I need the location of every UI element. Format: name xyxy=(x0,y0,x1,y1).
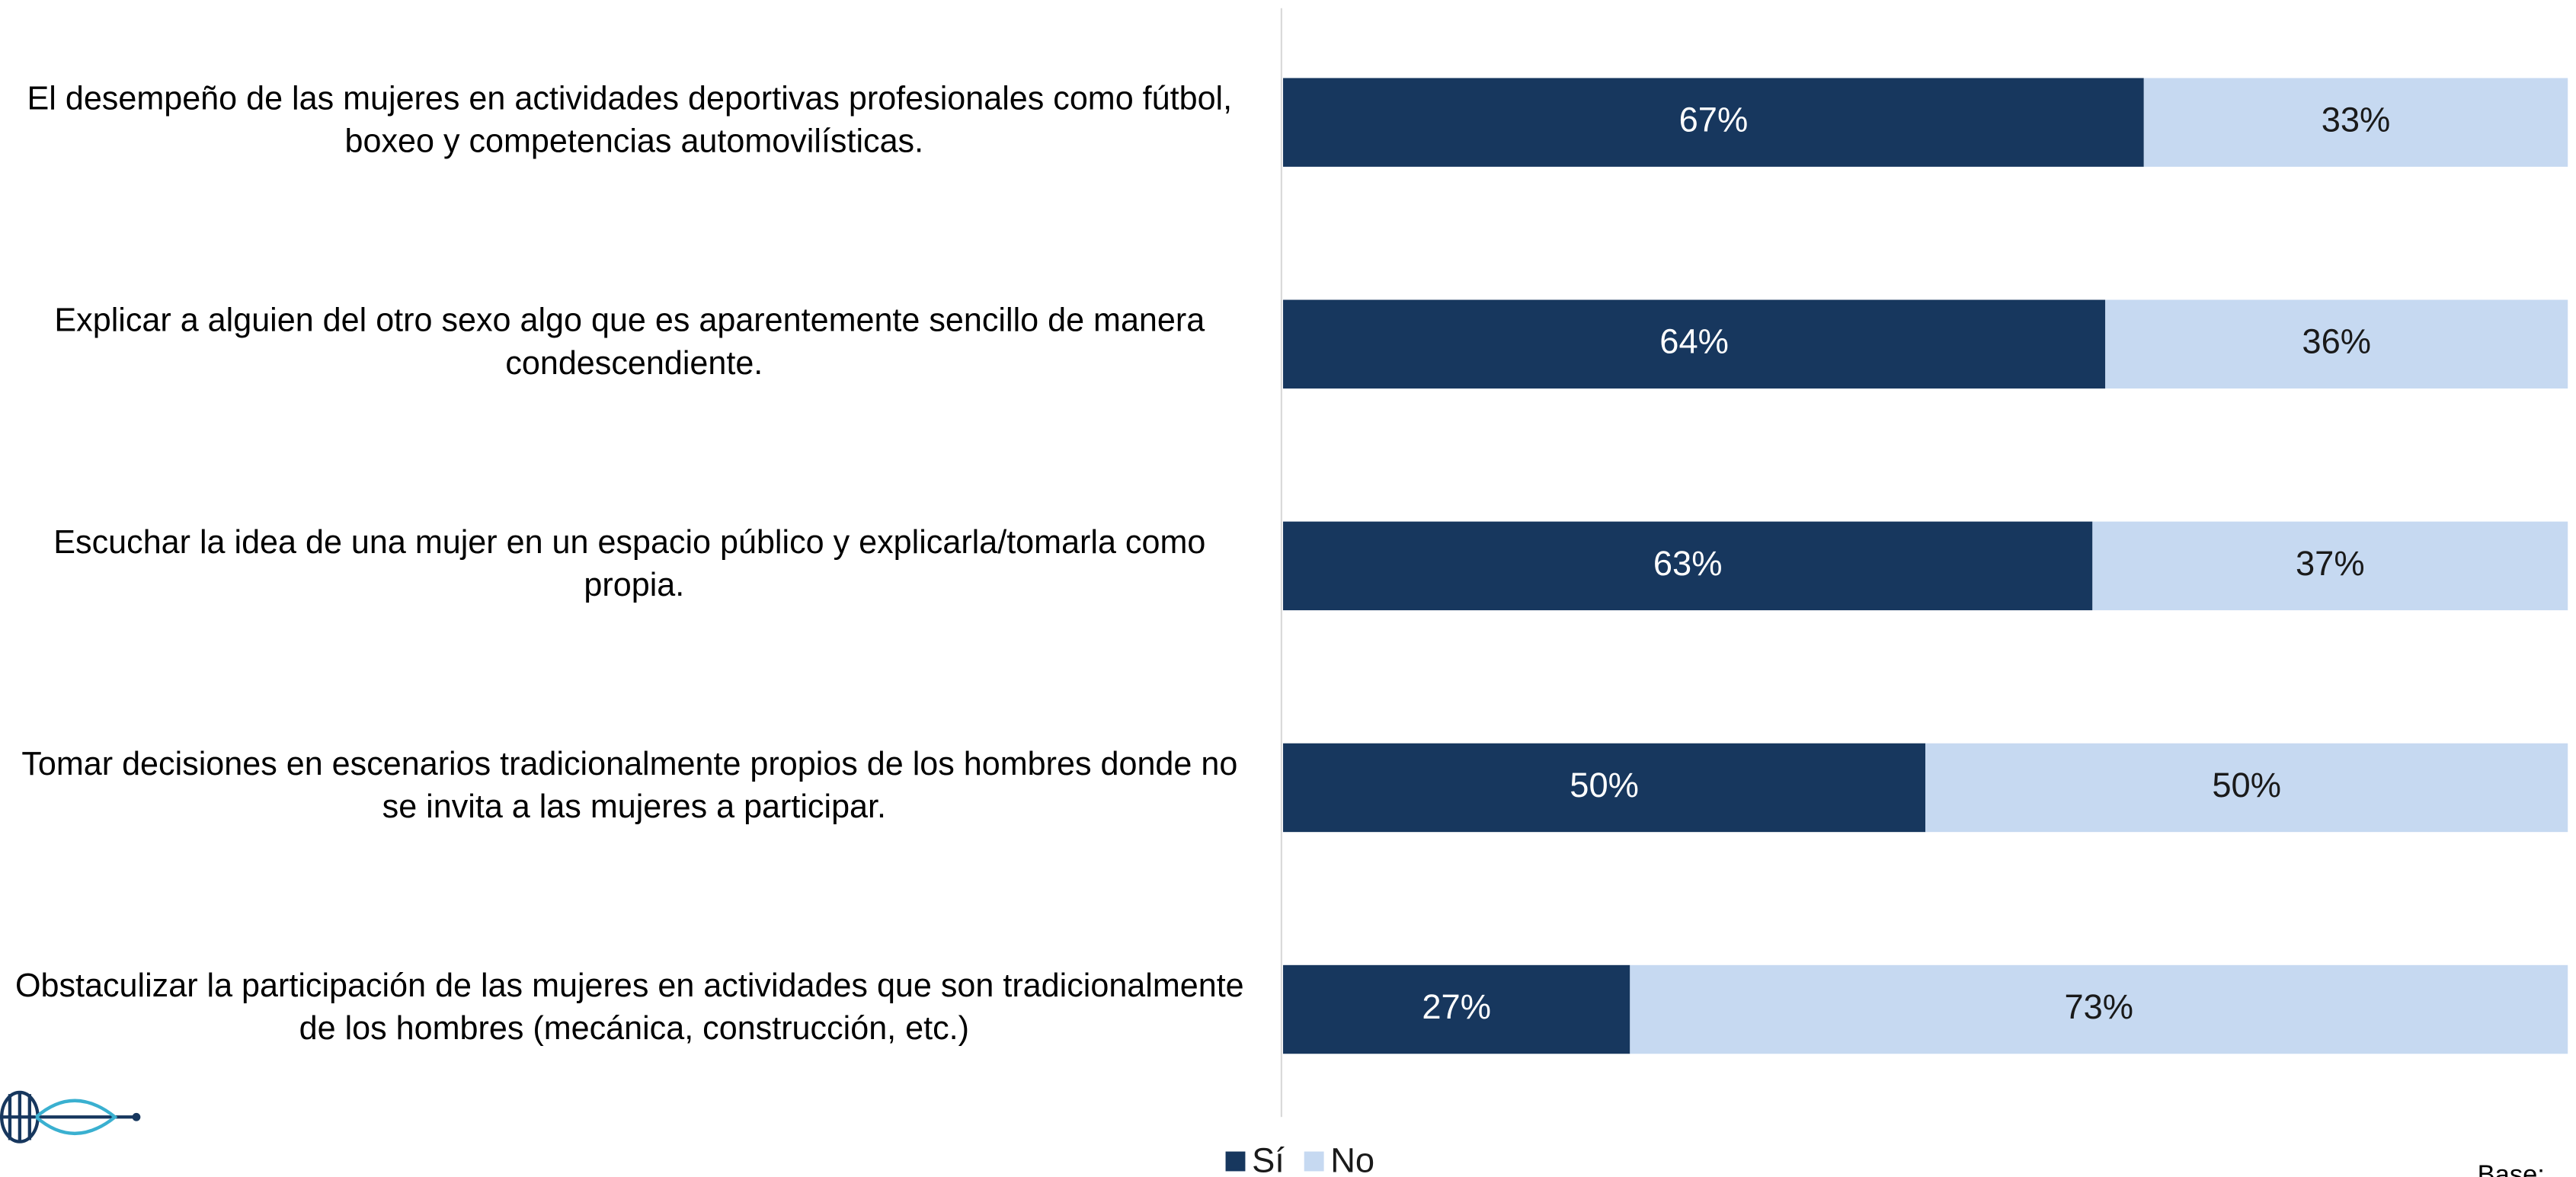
bar-segment xyxy=(2105,299,2568,389)
data-label: 67% xyxy=(1679,101,1749,139)
category-label: El desempeño de las mujeres en actividad… xyxy=(27,81,1242,160)
category-label: Explicar a alguien del otro sexo algo qu… xyxy=(54,302,1214,382)
data-label: 33% xyxy=(2322,101,2391,139)
data-label: 36% xyxy=(2302,322,2371,361)
footnote: Base: xyxy=(2478,1160,2545,1177)
bar-segment xyxy=(1630,964,2568,1054)
legend-label: No xyxy=(1330,1141,1374,1177)
bar-segment xyxy=(1283,964,1630,1054)
category-label: Escuchar la idea de una mujer en un espa… xyxy=(53,524,1214,603)
data-label: 37% xyxy=(2296,544,2365,583)
data-label: 64% xyxy=(1659,322,1729,361)
data-label: 50% xyxy=(2212,766,2281,804)
data-label: 63% xyxy=(1653,544,1723,583)
bar-segment xyxy=(2092,521,2568,611)
bar-segment xyxy=(1283,743,1926,833)
bar-segment xyxy=(1925,743,2568,833)
logo xyxy=(0,1090,141,1143)
legend-swatch xyxy=(1225,1151,1246,1172)
bar-segment xyxy=(1283,299,2106,389)
data-label: 73% xyxy=(2064,987,2133,1026)
bar-segment xyxy=(1283,78,2144,167)
legend-swatch xyxy=(1304,1151,1324,1172)
data-label: 27% xyxy=(1422,987,1491,1026)
data-label: 50% xyxy=(1570,766,1639,804)
bar-segment xyxy=(1283,521,2093,611)
bar-segment xyxy=(2143,78,2568,167)
category-label: Tomar decisiones en escenarios tradicion… xyxy=(21,746,1246,825)
legend-label: Sí xyxy=(1252,1141,1285,1177)
category-label: Obstaculizar la participación de las muj… xyxy=(15,968,1253,1047)
